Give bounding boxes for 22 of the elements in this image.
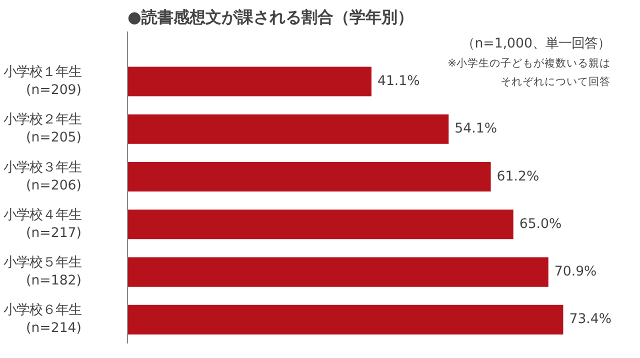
data-label: 70.9% (554, 264, 597, 280)
annotation: ※小学生の子どもが複数いる親は (448, 56, 611, 70)
bar (128, 257, 548, 287)
y-tick-label: 小学校２年生 (n=205) (4, 112, 82, 146)
data-label: 54.1% (454, 122, 497, 137)
data-label: 61.2% (496, 169, 540, 184)
data-label: 41.1% (377, 74, 420, 90)
bar (128, 114, 449, 144)
y-tick-label: 小学校３年生 (n=206) (4, 160, 82, 194)
bar (128, 66, 372, 96)
bar (128, 304, 564, 334)
y-tick-label: 小学校１年生 (n=209) (4, 65, 82, 98)
chart-title: ●読書感想文が課される割合（学年別） (128, 8, 414, 26)
annotation: （n=1,000、単一回答） (462, 36, 611, 52)
y-tick-label: 小学校６年生 (n=214) (4, 303, 82, 336)
data-label: 73.4% (569, 312, 612, 328)
bar (128, 210, 514, 240)
y-tick-label: 小学校５年生 (n=182) (4, 256, 82, 289)
bar (128, 162, 491, 192)
data-label: 65.0% (519, 216, 562, 232)
y-tick-label: 小学校４年生 (n=217) (4, 208, 82, 241)
annotation: それぞれについて回答 (500, 74, 610, 88)
